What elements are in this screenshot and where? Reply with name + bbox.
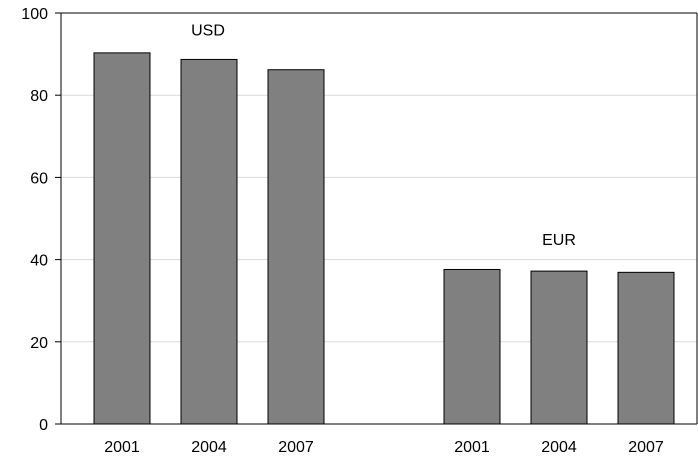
bar-usd-2004 [180,58,238,425]
group-label-eur: EUR [542,232,576,249]
group-labels: USD EUR [191,23,576,250]
y-tick-label: 60 [30,170,48,187]
x-tick-label: 2007 [628,439,664,456]
gridlines [61,12,697,343]
x-tick-label: 2001 [104,439,140,456]
y-tick-label: 0 [39,417,48,434]
y-tick-label: 100 [21,6,48,23]
x-tick-label: 2001 [454,439,490,456]
bar-usd-2007 [267,69,325,425]
x-tick-label: 2004 [541,439,577,456]
bar-usd-2001 [93,52,151,425]
group-label-usd: USD [191,23,225,40]
x-tick-label: 2007 [278,439,314,456]
bar-eur-2004 [530,270,588,425]
y-tick-label: 40 [30,253,48,270]
bar-eur-2001 [443,268,501,425]
axes [55,12,698,425]
x-tick-labels: 2001 2004 2007 2001 2004 2007 [104,439,664,456]
bar-eur-2007 [617,271,675,425]
bars [93,52,675,425]
y-tick-label: 80 [30,88,48,105]
y-tick-labels: 0 20 40 60 80 100 [21,6,48,434]
y-tick-label: 20 [30,335,48,352]
x-tick-label: 2004 [191,439,227,456]
